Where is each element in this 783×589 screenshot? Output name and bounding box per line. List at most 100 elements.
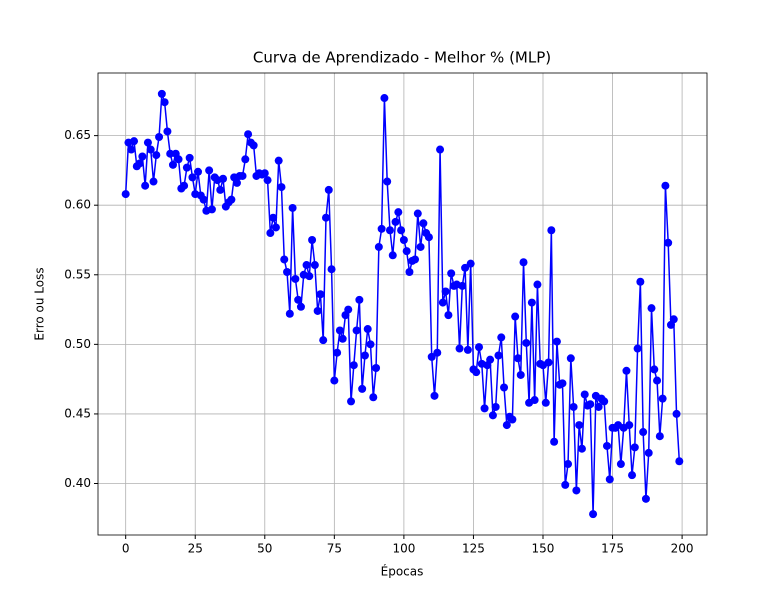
y-tick-label: 0.45 bbox=[64, 406, 91, 420]
y-tick-label: 0.60 bbox=[64, 198, 91, 212]
data-point bbox=[602, 441, 611, 450]
data-point bbox=[241, 155, 250, 164]
data-point bbox=[344, 305, 353, 314]
data-point bbox=[566, 354, 575, 363]
data-point bbox=[647, 304, 656, 313]
data-point bbox=[385, 226, 394, 235]
data-point bbox=[141, 181, 150, 190]
y-axis-label: Erro ou Loss bbox=[33, 267, 47, 340]
x-axis-label: Épocas bbox=[381, 564, 424, 579]
data-point bbox=[146, 145, 155, 154]
x-tick-label: 75 bbox=[327, 542, 342, 556]
data-point bbox=[321, 213, 330, 222]
data-point bbox=[285, 309, 294, 318]
data-point bbox=[589, 510, 598, 519]
data-point bbox=[564, 460, 573, 469]
data-point bbox=[628, 471, 637, 480]
data-point bbox=[388, 251, 397, 260]
y-tick-label: 0.55 bbox=[64, 267, 91, 281]
x-tick-label: 200 bbox=[671, 542, 694, 556]
data-point bbox=[182, 163, 191, 172]
data-point bbox=[550, 437, 559, 446]
data-point bbox=[310, 261, 319, 270]
data-point bbox=[269, 213, 278, 222]
data-point bbox=[391, 217, 400, 226]
data-point bbox=[138, 152, 147, 161]
data-point bbox=[636, 277, 645, 286]
x-tick-label: 100 bbox=[392, 542, 415, 556]
data-point bbox=[511, 312, 520, 321]
data-point bbox=[288, 203, 297, 212]
data-point bbox=[335, 326, 344, 335]
data-point bbox=[260, 169, 269, 178]
data-point bbox=[580, 390, 589, 399]
data-point bbox=[655, 432, 664, 441]
data-point bbox=[366, 340, 375, 349]
data-point bbox=[152, 151, 161, 160]
data-point bbox=[497, 333, 506, 342]
x-tick-label: 150 bbox=[532, 542, 555, 556]
data-point bbox=[616, 460, 625, 469]
data-point bbox=[516, 370, 525, 379]
data-point bbox=[174, 155, 183, 164]
data-point bbox=[669, 315, 678, 324]
data-point bbox=[313, 306, 322, 315]
data-point bbox=[441, 287, 450, 296]
data-point bbox=[541, 398, 550, 407]
data-point bbox=[458, 281, 467, 290]
data-point bbox=[530, 396, 539, 405]
data-point bbox=[249, 141, 258, 150]
data-point bbox=[355, 295, 364, 304]
data-point bbox=[427, 352, 436, 361]
data-point bbox=[664, 238, 673, 247]
data-point bbox=[166, 149, 175, 158]
data-point bbox=[319, 336, 328, 345]
x-tick-label: 50 bbox=[257, 542, 272, 556]
data-point bbox=[232, 178, 241, 187]
data-point bbox=[194, 167, 203, 176]
data-point bbox=[436, 145, 445, 154]
data-point bbox=[500, 383, 509, 392]
data-point bbox=[630, 443, 639, 452]
data-point bbox=[327, 265, 336, 274]
data-point bbox=[480, 404, 489, 413]
data-point bbox=[127, 145, 136, 154]
data-point bbox=[302, 261, 311, 270]
y-tick-label: 0.40 bbox=[64, 476, 91, 490]
data-point bbox=[433, 348, 442, 357]
x-tick-label: 0 bbox=[122, 542, 130, 556]
data-point bbox=[444, 311, 453, 320]
data-point bbox=[472, 368, 481, 377]
data-point bbox=[274, 156, 283, 165]
data-point bbox=[330, 376, 339, 385]
data-point bbox=[658, 394, 667, 403]
data-point bbox=[305, 272, 314, 281]
data-point bbox=[347, 397, 356, 406]
x-tick-label: 175 bbox=[601, 542, 624, 556]
data-point bbox=[552, 337, 561, 346]
data-point bbox=[430, 391, 439, 400]
data-point bbox=[244, 130, 253, 139]
data-point bbox=[522, 338, 531, 347]
data-point bbox=[360, 351, 369, 360]
data-point bbox=[363, 325, 372, 334]
data-point bbox=[513, 354, 522, 363]
data-point bbox=[461, 263, 470, 272]
data-point bbox=[644, 448, 653, 457]
data-point bbox=[338, 334, 347, 343]
data-point bbox=[586, 400, 595, 409]
data-point bbox=[625, 421, 634, 430]
data-point bbox=[180, 181, 189, 190]
data-point bbox=[358, 384, 367, 393]
data-point bbox=[547, 226, 556, 235]
data-point bbox=[424, 233, 433, 242]
data-point bbox=[294, 295, 303, 304]
data-point bbox=[296, 302, 305, 311]
data-point bbox=[155, 133, 164, 142]
data-point bbox=[121, 190, 130, 199]
data-point bbox=[622, 366, 631, 375]
data-point bbox=[135, 159, 144, 168]
data-point bbox=[394, 208, 403, 217]
data-point bbox=[639, 428, 648, 437]
